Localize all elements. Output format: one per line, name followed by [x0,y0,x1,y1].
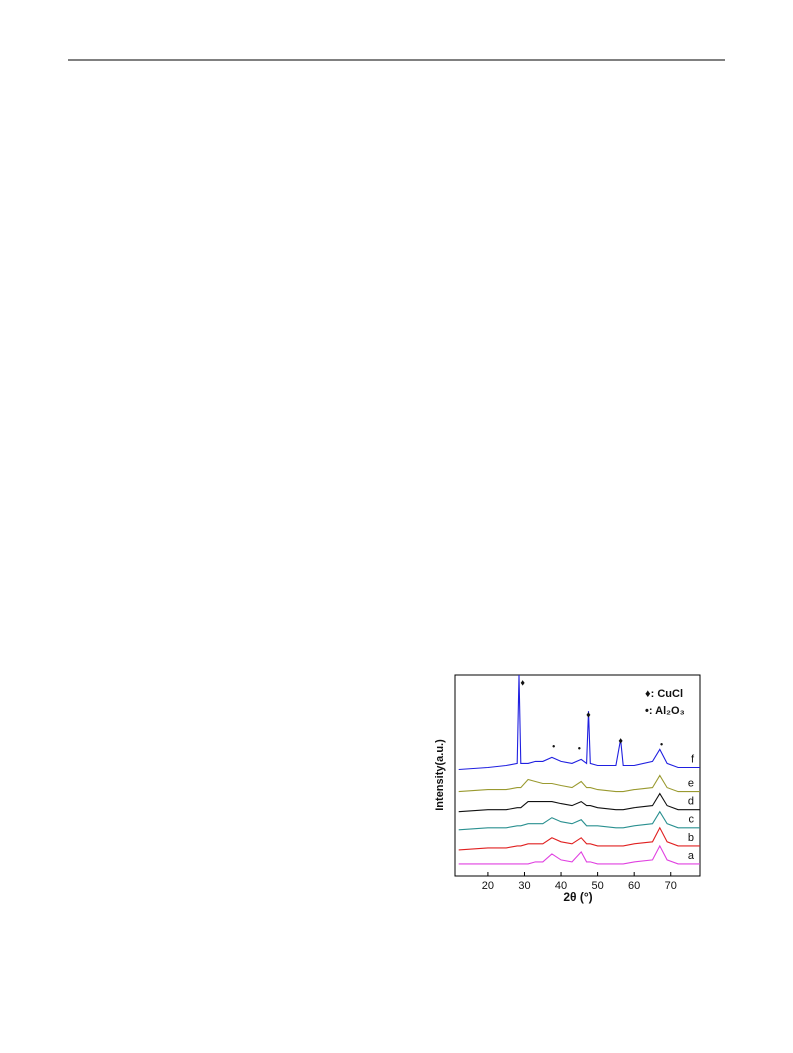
x-tick-label: 50 [591,880,603,892]
series-line [458,844,700,865]
series-label: c [689,814,695,826]
series-line [458,792,700,813]
series-line [458,774,700,793]
x-tick-label: 70 [665,880,677,892]
peak-marker: ♦ [520,677,525,687]
x-tick-label: 20 [482,880,494,892]
legend-entry: ♦: CuCl [645,688,683,700]
series-label: b [688,832,694,844]
x-axis-label: 2θ (°) [563,890,592,904]
peak-marker: • [660,740,663,750]
y-axis-label: Intensity(a.u.) [434,739,446,811]
x-tick-label: 60 [628,880,640,892]
peak-marker: ♦ [586,710,591,720]
series-line [458,826,700,851]
peak-marker: ♦ [618,736,623,746]
x-tick-label: 30 [518,880,530,892]
series-label: d [688,796,694,808]
series-line [458,810,700,831]
peak-marker: • [578,744,581,754]
legend-entry: •: Al₂O₃ [645,705,685,717]
series-label: f [691,753,695,765]
x-tick-label: 40 [555,880,567,892]
plot-frame [454,674,701,877]
series-line [458,674,700,771]
series-label: e [688,777,694,789]
peak-marker: • [552,742,555,752]
series-label: a [688,850,695,862]
